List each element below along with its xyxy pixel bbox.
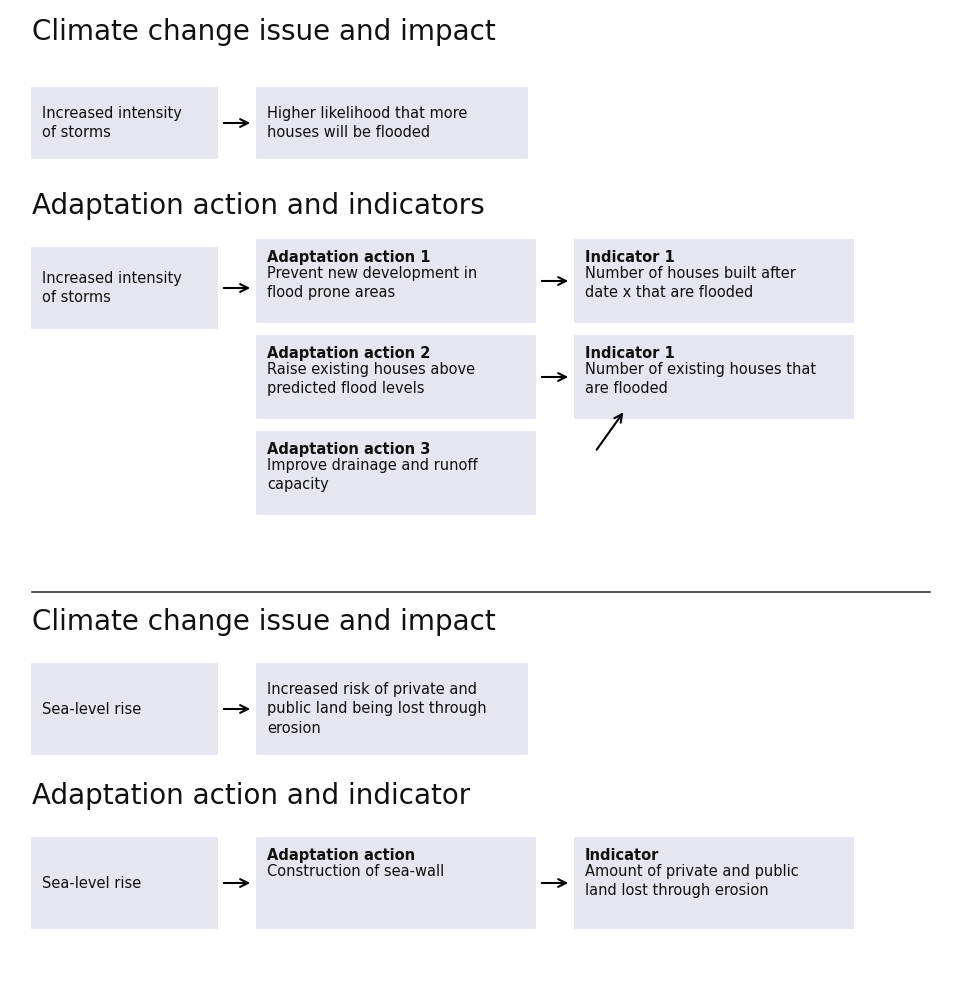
FancyBboxPatch shape <box>256 239 536 323</box>
Text: Number of existing houses that
are flooded: Number of existing houses that are flood… <box>585 362 816 396</box>
FancyBboxPatch shape <box>574 335 854 419</box>
Text: Raise existing houses above
predicted flood levels: Raise existing houses above predicted fl… <box>267 362 475 396</box>
FancyBboxPatch shape <box>256 335 536 419</box>
Text: Increased intensity
of storms: Increased intensity of storms <box>42 106 181 141</box>
FancyBboxPatch shape <box>256 663 528 755</box>
Text: Sea-level rise: Sea-level rise <box>42 875 141 890</box>
Text: Construction of sea-wall: Construction of sea-wall <box>267 864 444 879</box>
FancyBboxPatch shape <box>31 247 218 329</box>
Text: Adaptation action 3: Adaptation action 3 <box>267 442 430 457</box>
Text: Climate change issue and impact: Climate change issue and impact <box>32 608 495 636</box>
Text: Prevent new development in
flood prone areas: Prevent new development in flood prone a… <box>267 266 477 300</box>
Text: Increased risk of private and
public land being lost through
erosion: Increased risk of private and public lan… <box>267 682 487 736</box>
Text: Indicator 1: Indicator 1 <box>585 250 675 265</box>
FancyBboxPatch shape <box>31 87 218 159</box>
Text: Adaptation action: Adaptation action <box>267 848 415 863</box>
FancyBboxPatch shape <box>256 431 536 515</box>
FancyBboxPatch shape <box>31 837 218 929</box>
FancyBboxPatch shape <box>574 239 854 323</box>
Text: Number of houses built after
date x that are flooded: Number of houses built after date x that… <box>585 266 796 300</box>
Text: Amount of private and public
land lost through erosion: Amount of private and public land lost t… <box>585 864 799 898</box>
Text: Indicator 1: Indicator 1 <box>585 346 675 361</box>
Text: Adaptation action and indicators: Adaptation action and indicators <box>32 192 485 220</box>
FancyBboxPatch shape <box>31 663 218 755</box>
Text: Increased intensity
of storms: Increased intensity of storms <box>42 271 181 305</box>
Text: Higher likelihood that more
houses will be flooded: Higher likelihood that more houses will … <box>267 106 468 141</box>
Text: Adaptation action and indicator: Adaptation action and indicator <box>32 782 470 810</box>
Text: Adaptation action 1: Adaptation action 1 <box>267 250 430 265</box>
FancyBboxPatch shape <box>256 87 528 159</box>
Text: Climate change issue and impact: Climate change issue and impact <box>32 18 495 46</box>
Text: Adaptation action 2: Adaptation action 2 <box>267 346 430 361</box>
Text: Sea-level rise: Sea-level rise <box>42 702 141 717</box>
Text: Indicator: Indicator <box>585 848 660 863</box>
FancyBboxPatch shape <box>574 837 854 929</box>
Text: Improve drainage and runoff
capacity: Improve drainage and runoff capacity <box>267 458 478 492</box>
FancyBboxPatch shape <box>256 837 536 929</box>
